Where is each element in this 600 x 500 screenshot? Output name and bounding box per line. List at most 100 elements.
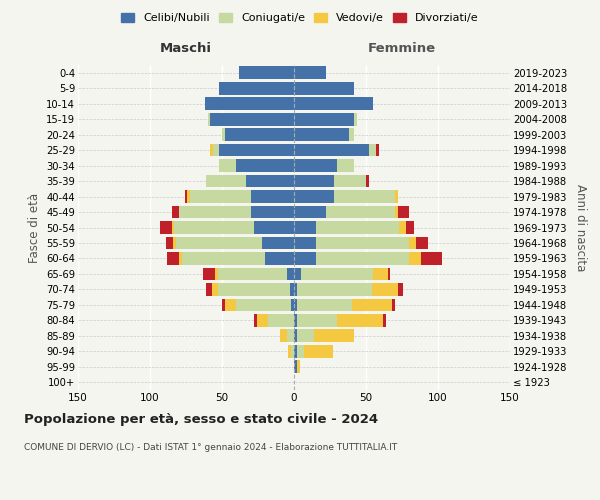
Bar [173,236,176,250]
Bar [388,268,391,280]
Text: Popolazione per età, sesso e stato civile - 2024: Popolazione per età, sesso e stato civil… [24,412,378,426]
Bar [316,252,409,265]
Bar [251,206,294,218]
Bar [294,128,349,141]
Bar [416,236,428,250]
Bar [236,298,291,311]
Bar [222,298,225,311]
Bar [294,190,334,203]
Bar [251,190,294,203]
Bar [291,345,294,358]
Bar [268,314,294,326]
Bar [205,98,294,110]
Bar [225,298,236,311]
Bar [175,221,254,234]
Bar [337,314,383,326]
Bar [160,221,172,234]
Bar [185,190,187,203]
Bar [326,206,395,218]
Bar [304,345,333,358]
Bar [294,345,297,358]
Y-axis label: Fasce di età: Fasce di età [28,192,41,262]
Bar [383,314,386,326]
Bar [398,206,409,218]
Text: Maschi: Maschi [160,42,212,55]
Bar [179,206,251,218]
Bar [208,113,211,126]
Bar [294,174,334,188]
Bar [182,252,265,265]
Bar [290,283,294,296]
Bar [314,330,355,342]
Bar [215,268,218,280]
Bar [167,252,179,265]
Bar [254,221,294,234]
Bar [225,128,294,141]
Bar [297,330,314,342]
Bar [222,128,225,141]
Bar [369,144,376,156]
Bar [254,314,257,326]
Bar [294,144,369,156]
Bar [262,236,294,250]
Bar [206,174,247,188]
Bar [349,128,355,141]
Bar [294,66,326,79]
Bar [334,174,366,188]
Bar [409,236,416,250]
Bar [294,268,301,280]
Bar [297,283,372,296]
Bar [395,190,398,203]
Bar [409,252,421,265]
Bar [219,159,236,172]
Bar [294,236,316,250]
Bar [301,268,373,280]
Bar [294,252,316,265]
Bar [206,283,212,296]
Bar [398,283,403,296]
Bar [294,330,297,342]
Bar [406,221,413,234]
Bar [187,190,190,203]
Y-axis label: Anni di nascita: Anni di nascita [574,184,587,271]
Bar [395,206,398,218]
Bar [211,113,294,126]
Bar [316,221,399,234]
Text: COMUNE DI DERVIO (LC) - Dati ISTAT 1° gennaio 2024 - Elaborazione TUTTITALIA.IT: COMUNE DI DERVIO (LC) - Dati ISTAT 1° ge… [24,442,397,452]
Bar [355,113,358,126]
Bar [376,144,379,156]
Bar [316,236,409,250]
Bar [294,159,337,172]
Bar [372,283,398,296]
Bar [334,190,395,203]
Bar [337,159,355,172]
Bar [366,174,369,188]
Bar [219,82,294,94]
Bar [257,314,268,326]
Bar [294,82,355,94]
Bar [291,298,294,311]
Legend: Celibi/Nubili, Coniugati/e, Vedovi/e, Divorziati/e: Celibi/Nubili, Coniugati/e, Vedovi/e, Di… [117,8,483,28]
Bar [392,298,395,311]
Bar [294,113,355,126]
Text: Femmine: Femmine [368,42,436,55]
Bar [239,66,294,79]
Bar [219,144,294,156]
Bar [294,283,297,296]
Bar [247,174,294,188]
Bar [294,360,297,373]
Bar [287,268,294,280]
Bar [294,314,297,326]
Bar [166,236,173,250]
Bar [294,298,297,311]
Bar [297,298,352,311]
Bar [212,283,218,296]
Bar [218,268,287,280]
Bar [179,252,182,265]
Bar [399,221,406,234]
Bar [294,206,326,218]
Bar [421,252,442,265]
Bar [172,221,175,234]
Bar [294,221,316,234]
Bar [218,283,290,296]
